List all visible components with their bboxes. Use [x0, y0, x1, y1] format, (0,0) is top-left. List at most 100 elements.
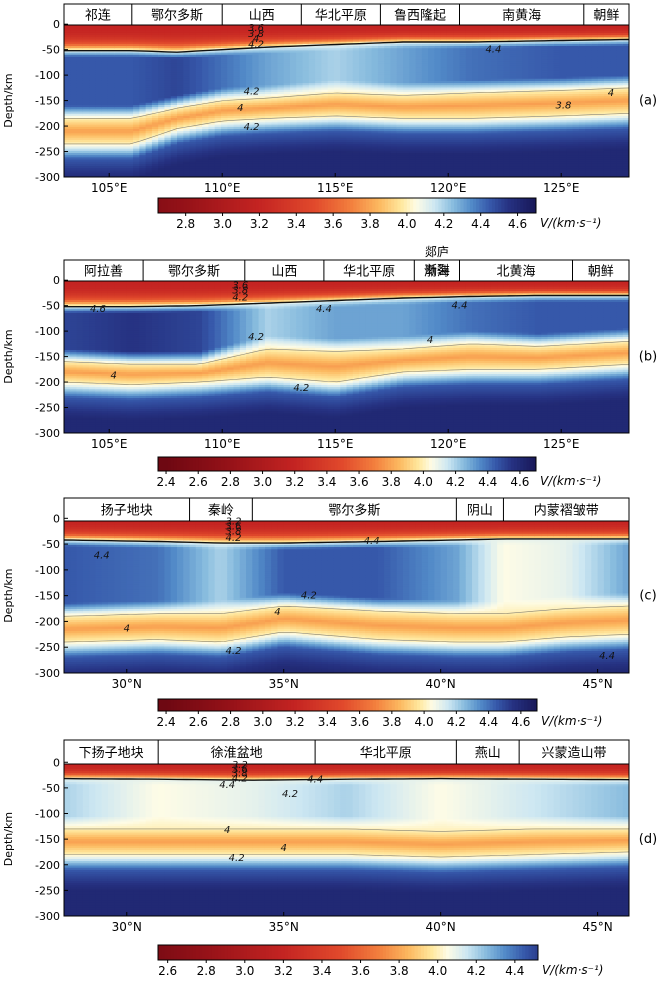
colorbar-swatch — [176, 699, 181, 711]
colorbar-swatch — [312, 198, 316, 213]
colorbar-swatch — [293, 457, 298, 471]
colorbar-tick-label: 4.0 — [414, 475, 433, 489]
colorbar-swatch — [313, 945, 317, 960]
colorbar-swatch — [504, 198, 509, 213]
colorbar-swatch — [300, 699, 304, 711]
colorbar-swatch — [265, 945, 270, 960]
x-tick-label: 115°E — [317, 437, 354, 451]
colorbar-swatch — [284, 945, 289, 960]
colorbar-swatch — [488, 198, 493, 213]
colorbar-swatch — [462, 945, 466, 960]
colorbar-swatch — [367, 945, 371, 960]
y-tick-label: -250 — [35, 884, 60, 897]
colorbar-swatch — [340, 457, 345, 471]
colorbar-swatch — [202, 945, 206, 960]
colorbar-swatch — [221, 198, 225, 213]
colorbar-swatch — [369, 699, 374, 711]
colorbar-swatch — [318, 457, 323, 471]
region-header: 扬子地块 秦岭 鄂尔多斯 阴山 内蒙褶皱带 — [63, 497, 630, 522]
region-label: 朝鲜 — [593, 9, 619, 24]
colorbar-swatch — [350, 457, 354, 471]
colorbar-swatch — [429, 699, 434, 711]
colorbar-swatch — [382, 945, 387, 960]
colorbar-swatch — [407, 699, 412, 711]
contour-line — [64, 113, 629, 145]
colorbar-swatch — [319, 699, 323, 711]
panel-label: (c) — [639, 589, 656, 604]
colorbar-swatch — [369, 198, 373, 213]
colorbar-swatch — [464, 699, 469, 711]
y-axis-label: Depth/km — [2, 329, 15, 383]
colorbar-tick-label: 3.4 — [287, 217, 306, 231]
contour-label: 4 — [608, 88, 614, 99]
colorbar-swatch — [410, 699, 415, 711]
region-label: 华北平原 — [360, 746, 412, 761]
colorbar-swatch — [341, 945, 346, 960]
colorbar-tick-label: 2.8 — [176, 217, 195, 231]
colorbar-swatch — [356, 198, 361, 213]
colorbar-swatch — [442, 699, 446, 711]
colorbar-swatch — [469, 198, 474, 213]
colorbar-swatch — [485, 198, 490, 213]
colorbar-swatch — [461, 699, 465, 711]
colorbar-swatch — [523, 198, 528, 213]
colorbar-swatch — [296, 457, 301, 471]
colorbar-swatch — [170, 699, 175, 711]
colorbar-swatch — [479, 198, 483, 213]
colorbar-tick-label: 3.6 — [324, 217, 343, 231]
colorbar-swatch — [445, 699, 450, 711]
colorbar-swatch — [205, 699, 210, 711]
colorbar-swatch — [224, 457, 228, 471]
contour-line — [64, 341, 629, 365]
colorbar-swatch — [356, 457, 361, 471]
contour-label: 3.6 — [232, 280, 248, 291]
colorbar-swatch — [303, 945, 308, 960]
colorbar-swatch — [439, 945, 444, 960]
colorbar-swatch — [164, 945, 168, 960]
colorbar-swatch — [280, 198, 285, 213]
colorbar-swatch — [505, 699, 510, 711]
colorbar-swatch — [441, 198, 446, 213]
region-header: 下扬子地块 徐淮盆地 华北平原 燕山 兴蒙造山带 — [63, 739, 630, 765]
colorbar-tick-label: 2.8 — [221, 715, 240, 729]
colorbar-swatch — [524, 699, 529, 711]
colorbar-swatch — [265, 699, 270, 711]
colorbar-swatch — [161, 198, 165, 213]
colorbar-swatch — [275, 945, 279, 960]
colorbar-tick-label: 3.0 — [235, 964, 254, 978]
colorbar-swatch — [344, 945, 349, 960]
colorbar-swatch — [532, 198, 537, 213]
colorbar-tick-label: 4.2 — [446, 475, 465, 489]
colorbar-swatch — [410, 198, 414, 213]
velocity-field — [64, 24, 629, 177]
colorbar-swatch — [420, 945, 425, 960]
colorbar-tick-label: 4.2 — [467, 964, 486, 978]
colorbar-swatch — [256, 945, 260, 960]
colorbar-swatch — [246, 699, 251, 711]
contour-label: 3.8 — [556, 101, 572, 112]
colorbar-swatch — [309, 198, 313, 213]
colorbar-swatch — [189, 198, 194, 213]
colorbar-swatch — [457, 198, 461, 213]
colorbar: 2.8 3.0 3.2 3.4 3.6 3.8 4.0 4.2 4.4 4.6 V/(km·s⁻¹) — [157, 197, 601, 231]
colorbar-swatch — [460, 457, 465, 471]
colorbar-swatch — [502, 699, 506, 711]
colorbar-swatch — [357, 945, 362, 960]
colorbar-swatch — [432, 699, 437, 711]
moho-line — [64, 294, 629, 308]
colorbar-swatch — [413, 457, 417, 471]
colorbar-swatch — [507, 457, 512, 471]
colorbar-swatch — [240, 699, 244, 711]
colorbar-swatch — [297, 945, 301, 960]
colorbar-swatch — [230, 198, 235, 213]
colorbar-swatch — [403, 198, 408, 213]
colorbar-swatch — [217, 457, 222, 471]
colorbar-swatch — [511, 699, 516, 711]
colorbar-swatch — [291, 945, 295, 960]
colorbar-swatch — [529, 198, 534, 213]
colorbar-swatch — [512, 945, 517, 960]
colorbar-swatch — [335, 945, 339, 960]
colorbar-swatch — [183, 699, 187, 711]
colorbar-swatch — [366, 699, 371, 711]
